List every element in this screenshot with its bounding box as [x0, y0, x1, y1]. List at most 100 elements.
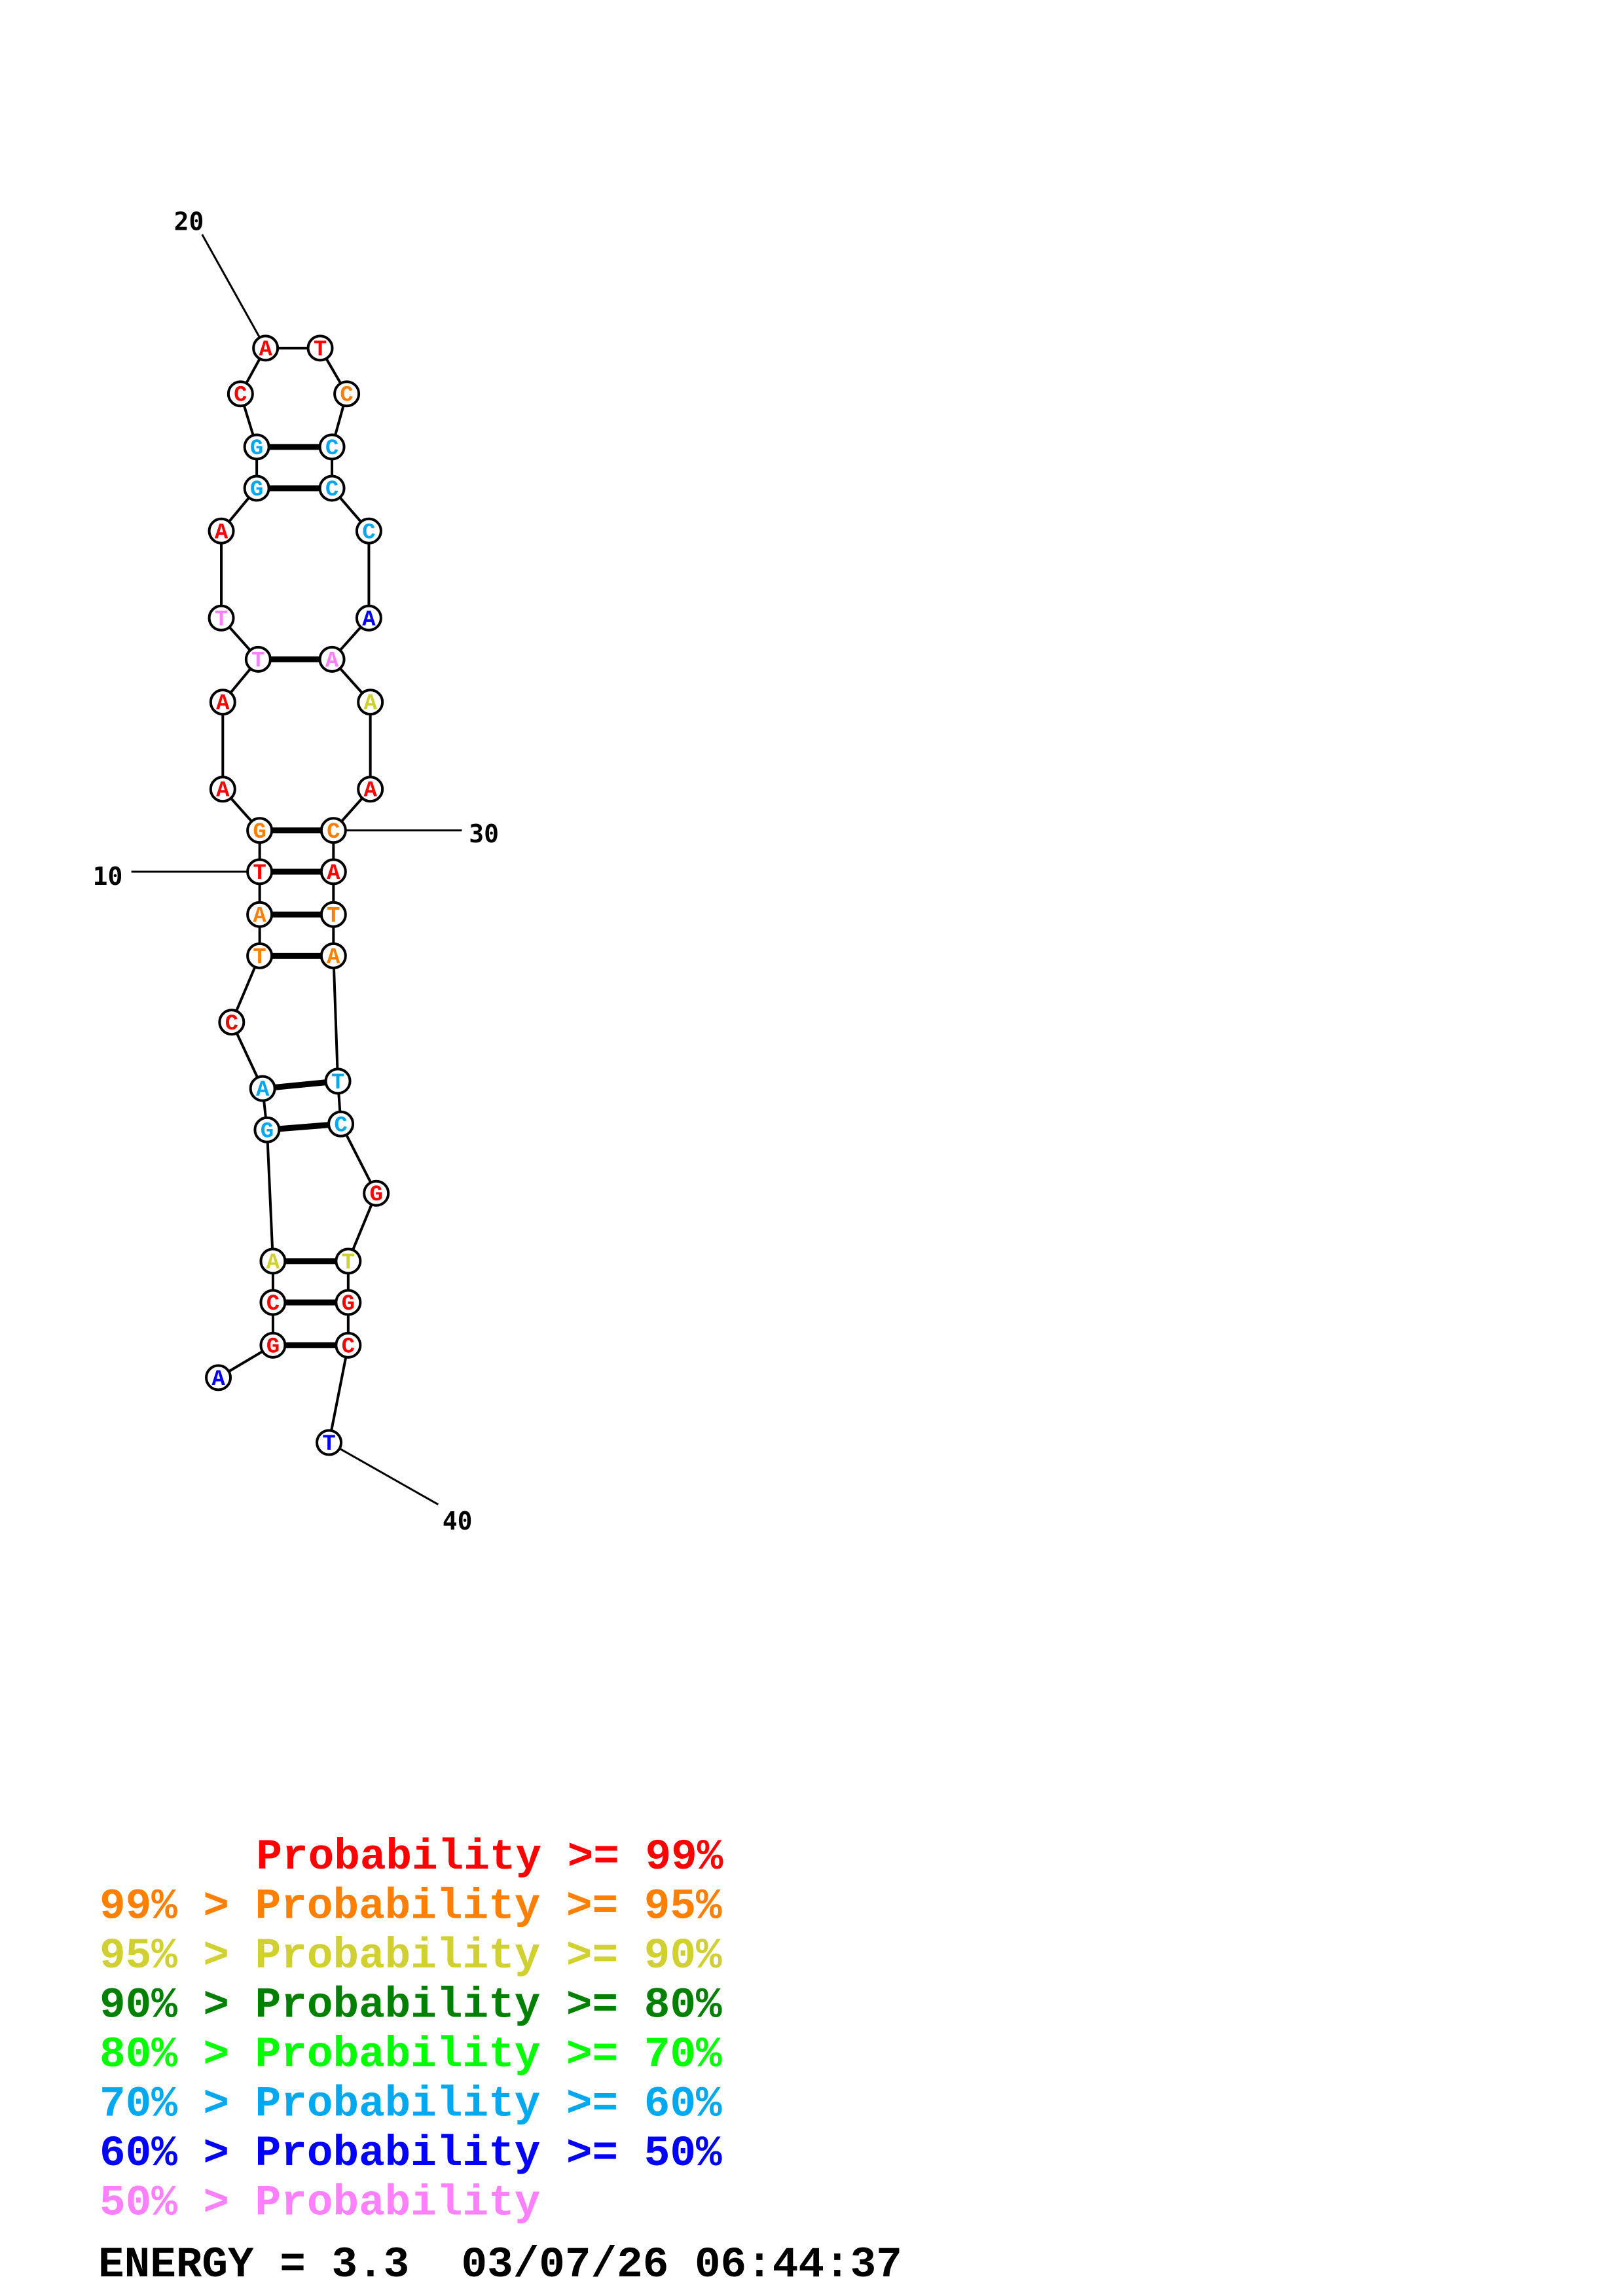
nucleotide-letter: G	[266, 1335, 280, 1359]
nucleotide: T	[244, 645, 272, 673]
nucleotide-letter: C	[342, 1335, 355, 1359]
nucleotide-letter: T	[215, 607, 228, 632]
nucleotide-letter: C	[266, 1292, 280, 1317]
legend-row: 99% > Probability >= 95%	[100, 1882, 722, 1931]
nucleotide-letter: C	[362, 520, 375, 545]
nucleotide-circle	[355, 517, 382, 545]
nucleotide-letter: G	[250, 478, 263, 503]
position-labels: 10 20 30 40	[93, 207, 499, 1535]
nucleotide-letter: A	[327, 945, 340, 970]
nucleotide-letter: G	[253, 820, 266, 845]
nucleotide-letter: A	[363, 779, 377, 804]
legend-row: 80% > Probability >= 70%	[100, 2030, 722, 2079]
nucleotide: C	[318, 475, 346, 503]
energy-line: ENERGY = 3.3 03/07/26 06:44:37	[98, 2240, 902, 2289]
nucleotide-circle	[357, 776, 384, 803]
backbone-segment	[265, 1130, 274, 1261]
nucleotide-circle	[259, 1289, 287, 1316]
nucleotide-circle	[246, 942, 274, 969]
nucleotide: G	[243, 475, 270, 503]
nucleotide: A	[205, 1364, 232, 1392]
nucleotide-letter: T	[331, 1071, 344, 1096]
nucleotide: A	[319, 858, 347, 886]
legend-row: 90% > Probability >= 80%	[100, 1981, 722, 2030]
nucleotide-circle	[205, 1364, 232, 1391]
nucleotide: G	[363, 1179, 390, 1208]
nucleotide-letter: G	[369, 1183, 382, 1208]
nucleotide-letter: A	[215, 520, 228, 545]
position-label: 30	[469, 819, 499, 848]
nucleotide-circle	[333, 380, 361, 408]
nucleotide-circle	[335, 1331, 362, 1359]
nucleotide-letter: C	[327, 820, 340, 845]
nucleotide-circle	[319, 942, 347, 969]
nucleotide: G	[253, 1116, 281, 1144]
nucleotide-letter: A	[266, 1251, 280, 1276]
nucleotide: A	[319, 942, 347, 970]
nucleotide-circle	[259, 1247, 287, 1275]
nucleotide: C	[318, 433, 346, 461]
nucleotide-circle	[249, 1075, 276, 1102]
nucleotide-letter: A	[216, 779, 230, 804]
nucleotide-letter: C	[334, 1113, 347, 1138]
nucleotide: C	[218, 1009, 246, 1037]
nucleotide-circle	[246, 817, 274, 844]
nucleotide: T	[316, 1429, 343, 1457]
nucleotide-circle	[252, 334, 280, 362]
nucleotide-circle	[318, 475, 346, 502]
backbone-segment	[327, 1344, 350, 1443]
nucleotide-letter: G	[261, 1119, 274, 1144]
nucleotide-circle	[335, 1289, 362, 1316]
nucleotide-circle	[227, 380, 254, 408]
nucleotide-circle	[355, 604, 382, 632]
nucleotide: A	[259, 1247, 287, 1276]
nucleotide-letter: A	[363, 692, 377, 717]
nucleotide-circle	[324, 1067, 352, 1095]
nucleotide-letter: A	[325, 649, 339, 673]
nucleotide-circle	[246, 901, 274, 928]
nucleotide-letter: G	[250, 437, 263, 461]
nucleotide: C	[335, 1331, 362, 1359]
nucleotide: T	[208, 604, 235, 632]
nucleotide-circle	[306, 334, 334, 362]
nucleotide-letter: T	[253, 945, 266, 970]
position-label: 20	[174, 207, 204, 236]
nucleotide: C	[333, 380, 361, 408]
nucleotide-letter: T	[322, 1432, 335, 1457]
nucleotide-letter: A	[253, 904, 266, 929]
nucleotide: G	[246, 817, 274, 845]
nucleotide-letter: G	[342, 1292, 355, 1317]
nucleotide-circle	[246, 858, 274, 886]
nucleotide: G	[259, 1331, 287, 1359]
nucleotide: A	[249, 1075, 276, 1103]
nucleotide: T	[306, 334, 334, 363]
nucleotide-circle	[319, 858, 347, 886]
nucleotide-circle	[335, 1247, 362, 1275]
nucleotide: T	[335, 1247, 362, 1276]
legend-row: 50% > Probability	[100, 2179, 540, 2228]
nucleotide-circle	[318, 433, 346, 461]
nucleotide-letter: T	[342, 1251, 355, 1276]
nucleotide: G	[243, 433, 270, 461]
nucleotide-letter: T	[253, 861, 266, 886]
nucleotide: C	[327, 1110, 355, 1138]
nucleotide-letter: A	[327, 861, 340, 886]
nucleotide-letter: A	[211, 1367, 225, 1392]
nucleotide-letter: C	[340, 384, 353, 408]
nucleotide-letter: A	[362, 607, 376, 632]
nucleotide-letter: T	[314, 338, 327, 363]
nucleotide: C	[259, 1289, 287, 1317]
legend-row: 60% > Probability >= 50%	[100, 2129, 722, 2178]
backbone-lines	[217, 346, 378, 1443]
nucleotide-circle	[209, 776, 236, 803]
nucleotide-letter: C	[234, 384, 247, 408]
nucleotide: T	[319, 901, 347, 929]
nucleotide-circle	[259, 1331, 287, 1359]
nucleotide-letter: A	[259, 338, 272, 363]
nucleotide-letter: C	[225, 1012, 238, 1037]
nucleotide-circle	[243, 475, 270, 502]
nucleotide-circle	[208, 604, 235, 632]
nucleotide: A	[209, 776, 236, 804]
